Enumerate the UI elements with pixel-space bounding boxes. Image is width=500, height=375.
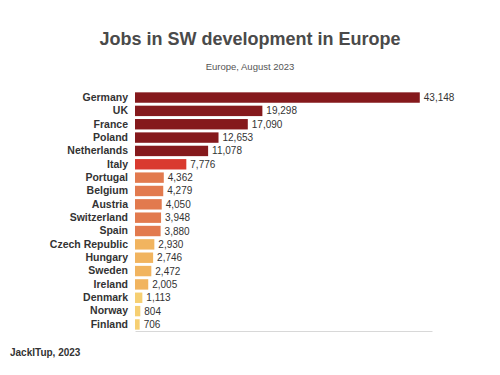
y-tick-label: France — [94, 118, 129, 130]
data-label: 2,930 — [158, 239, 183, 250]
y-tick-label: Italy — [107, 158, 128, 170]
data-label: 3,880 — [165, 226, 190, 237]
y-tick: Sweden — [88, 264, 135, 276]
bar — [135, 306, 140, 316]
bar — [135, 212, 161, 222]
y-tick: UK — [113, 104, 135, 116]
data-label: 11,078 — [212, 145, 242, 156]
x-axis — [136, 331, 433, 332]
bar — [135, 132, 219, 142]
bar — [135, 253, 153, 263]
y-tick-label: Ireland — [94, 278, 128, 290]
source-note: JackITup, 2023 — [10, 347, 81, 358]
y-tick: Netherlands — [67, 144, 135, 156]
subtitle: Europe, August 2023 — [206, 61, 295, 72]
y-tick-label: Germany — [82, 91, 128, 103]
y-tick-label: UK — [113, 104, 129, 116]
y-tick-label: Belgium — [87, 184, 128, 196]
bar — [135, 106, 262, 116]
bar — [135, 186, 163, 196]
data-label: 4,362 — [168, 172, 193, 183]
bar — [135, 92, 420, 102]
y-tick: Czech Republic — [50, 238, 135, 250]
data-label: 4,279 — [167, 185, 192, 196]
data-label: 2,005 — [152, 279, 177, 290]
data-label: 43,148 — [424, 92, 455, 103]
bar — [135, 119, 248, 129]
y-tick-label: Netherlands — [67, 144, 128, 156]
data-label: 2,472 — [155, 266, 180, 277]
data-label: 706 — [144, 319, 161, 330]
y-tick-label: Sweden — [88, 264, 128, 276]
bar — [135, 159, 186, 169]
y-tick: Norway — [90, 304, 135, 316]
y-tick-label: Poland — [93, 131, 128, 143]
data-label: 804 — [144, 306, 161, 317]
bar — [135, 226, 161, 236]
data-label: 7,776 — [190, 159, 215, 170]
bar — [135, 319, 140, 329]
y-tick: Denmark — [83, 291, 135, 303]
y-tick-label: Czech Republic — [50, 238, 128, 250]
data-label: 3,948 — [165, 212, 190, 223]
y-tick-label: Switzerland — [70, 211, 128, 223]
data-label: 4,050 — [166, 199, 191, 210]
data-label: 19,298 — [266, 105, 297, 116]
bars — [135, 92, 420, 329]
bar — [135, 266, 151, 276]
chart-container: Jobs in SW development in Europe Europe, … — [0, 0, 500, 375]
y-tick-label: Austria — [92, 198, 128, 210]
bar — [135, 293, 142, 303]
y-tick: Portugal — [85, 171, 135, 183]
bar — [135, 146, 208, 156]
bar — [135, 239, 154, 249]
bar — [135, 199, 162, 209]
y-axis: GermanyUK FrancePolandNetherlands ItalyPor… — [50, 91, 135, 330]
title: Jobs in SW development in Europe — [99, 29, 400, 49]
y-tick-label: Spain — [99, 224, 128, 236]
y-tick: Hungary — [85, 251, 135, 263]
chart-svg: Jobs in SW development in Europe Europe, … — [0, 0, 500, 375]
y-tick: France — [94, 118, 135, 130]
data-label: 17,090 — [252, 119, 283, 130]
y-tick-label: Portugal — [85, 171, 128, 183]
y-tick-label: Denmark — [83, 291, 128, 303]
y-tick: Austria — [92, 198, 135, 210]
y-tick: Switzerland — [70, 211, 135, 223]
data-labels: 43,148 19,298 17,090 12,653 11,078 7,776 4,362… — [144, 92, 455, 330]
y-tick-label: Norway — [90, 304, 128, 316]
data-label: 12,653 — [223, 132, 254, 143]
y-tick: Finland — [91, 318, 135, 330]
y-tick: Spain — [99, 224, 135, 236]
y-tick-label: Finland — [91, 318, 128, 330]
data-label: 2,746 — [157, 252, 182, 263]
plot-area: GermanyUK FrancePolandNetherlands ItalyPor… — [50, 91, 455, 332]
y-tick-label: Hungary — [85, 251, 128, 263]
y-tick: Poland — [93, 131, 135, 143]
y-tick: Belgium — [87, 184, 135, 196]
data-label: 1,113 — [146, 292, 171, 303]
x-axis-line — [136, 331, 433, 332]
bar — [135, 279, 148, 289]
bar — [135, 172, 164, 182]
y-tick: Ireland — [94, 278, 135, 290]
y-tick: Italy — [107, 158, 135, 170]
y-tick: Germany — [82, 91, 135, 103]
